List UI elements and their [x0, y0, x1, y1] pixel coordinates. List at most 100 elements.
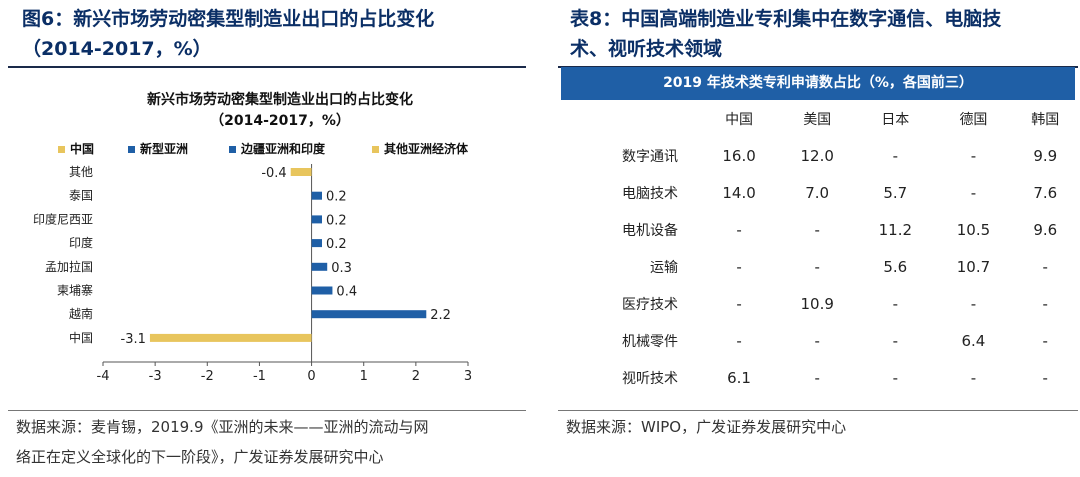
legend-label: 边疆亚洲和印度	[241, 142, 326, 156]
table-cell: -	[736, 294, 742, 313]
row-label: 机械零件	[622, 333, 678, 350]
category-label: 其他	[69, 165, 93, 179]
source-divider	[558, 410, 1078, 411]
bar	[149, 333, 312, 342]
row-label: 医疗技术	[622, 296, 678, 313]
table-cell: 9.6	[1033, 220, 1058, 239]
left-figure-panel: 图6：新兴市场劳动密集型制造业出口的占比变化 （2014-2017，%） 新兴市…	[0, 0, 532, 477]
data-label: 2.2	[430, 308, 451, 323]
table-row: 电脑技术 14.0 7.0 5.7 - 7.6	[558, 174, 1078, 211]
bar	[311, 239, 322, 248]
title-divider	[8, 66, 526, 68]
table-row: 医疗技术 - 10.9 - - -	[558, 285, 1078, 322]
bar	[311, 310, 427, 319]
row-label: 电机设备	[622, 222, 678, 239]
table-title-line1: 表8：中国高端制造业专利集中在数字通信、电脑技	[570, 8, 1002, 30]
table-cell: -	[814, 368, 820, 387]
table-cell: -	[892, 294, 899, 313]
data-label: 0.2	[326, 190, 347, 205]
category-label: 柬埔寨	[57, 283, 93, 298]
column-header: 韩国	[1031, 111, 1060, 128]
category-label: 印度	[69, 235, 93, 250]
legend-swatch	[372, 146, 379, 153]
bar	[311, 215, 322, 224]
legend-label: 新型亚洲	[140, 142, 189, 156]
table-cell: 10.5	[956, 220, 991, 239]
row-label: 运输	[650, 259, 678, 276]
table-cell: -	[1042, 331, 1048, 350]
patent-table: 中国 美国 日本 德国 韩国 数字通讯 16.0 12.0 - - 9.9 电脑技术 14.0…	[558, 100, 1078, 396]
legend-label: 中国	[70, 142, 95, 156]
data-label: 0.3	[331, 261, 352, 276]
x-tick-label: 1	[360, 369, 368, 380]
chart-legend: 中国 新型亚洲 边疆亚洲和印度 其他亚洲经济体	[0, 140, 532, 156]
legend-label: 其他亚洲经济体	[384, 142, 469, 156]
legend-item-other-asia: 其他亚洲经济体	[372, 140, 468, 157]
table-cell: 6.1	[727, 368, 751, 387]
row-label: 电脑技术	[622, 185, 678, 202]
category-label: 中国	[69, 330, 93, 345]
data-label: 0.2	[326, 237, 347, 252]
data-label: 0.4	[336, 285, 357, 300]
x-tick-label: -4	[97, 369, 110, 380]
table-cell: 6.4	[961, 331, 986, 350]
data-label: -3.1	[121, 332, 146, 347]
bar	[290, 168, 312, 176]
table-cell: -	[1042, 368, 1048, 387]
table-header-banner: 2019 年技术类专利申请数占比（%，各国前三）	[561, 67, 1075, 100]
table-cell: 14.0	[722, 183, 756, 202]
table-cell: -	[1042, 294, 1048, 313]
table-row: 电机设备 - - 11.2 10.5 9.6	[558, 211, 1078, 248]
chart-title: 新兴市场劳动密集型制造业出口的占比变化	[147, 92, 413, 108]
table-body: 数字通讯 16.0 12.0 - - 9.9 电脑技术 14.0 7.0 5.7 - 7.6 电机设备 -…	[558, 137, 1078, 396]
table-title-line2: 术、视听技术领域	[570, 38, 723, 60]
row-label: 数字通讯	[622, 148, 678, 165]
category-label: 孟加拉国	[45, 259, 93, 274]
table-cell: -	[970, 183, 977, 202]
bar	[311, 191, 322, 200]
bar-chart: -4 -3 -2 -1 0 1 2 3 其他 -0.4 泰国 0.2 印度尼西亚 0.2 印度 0.2 孟加拉国…	[33, 164, 472, 380]
legend-item-new-asia: 新型亚洲	[128, 140, 188, 157]
table-cell: 10.9	[800, 294, 834, 313]
table-row: 运输 - - 5.6 10.7 -	[558, 248, 1078, 285]
table-cell: -	[736, 257, 742, 276]
column-header: 中国	[725, 111, 754, 128]
legend-swatch	[128, 146, 135, 153]
table-cell: 5.6	[883, 257, 908, 276]
table-cell: -	[736, 331, 742, 350]
table-cell: -	[892, 331, 899, 350]
category-label: 泰国	[69, 189, 93, 203]
table-cell: 10.7	[956, 257, 991, 276]
table-cell: 5.7	[883, 183, 908, 202]
table-source: 数据来源：WIPO，广发证券发展研究中心	[566, 418, 847, 436]
source-line2: 络正在定义全球化的下一阶段》，广发证券发展研究中心	[16, 448, 384, 466]
table-cell: -	[970, 146, 977, 165]
table-cell: 12.0	[800, 146, 834, 165]
table-row: 机械零件 - - - 6.4 -	[558, 322, 1078, 359]
figure-title-line2: （2014-2017，%）	[22, 38, 212, 60]
bar	[311, 262, 328, 271]
chart-source: 数据来源：麦肯锡，2019.9《亚洲的未来——亚洲的流动与网 络正在定义全球化的…	[16, 412, 526, 472]
data-label: 0.2	[326, 213, 347, 228]
table-cell: 7.0	[805, 183, 830, 202]
table-cell: -	[970, 368, 977, 387]
x-tick-label: 0	[307, 369, 315, 380]
category-label: 越南	[69, 306, 93, 321]
legend-item-china: 中国	[58, 140, 94, 157]
right-table-panel: 表8：中国高端制造业专利集中在数字通信、电脑技 术、视听技术领域 2019 年技…	[558, 0, 1080, 477]
column-header: 日本	[881, 111, 910, 128]
table-row: 视听技术 6.1 - - - -	[558, 359, 1078, 396]
figure-title-line1: 图6：新兴市场劳动密集型制造业出口的占比变化	[22, 8, 435, 30]
x-tick-label: 2	[412, 369, 420, 380]
table-header-row: 中国 美国 日本 德国 韩国	[558, 100, 1078, 137]
table-cell: 9.9	[1033, 146, 1058, 165]
table-row: 数字通讯 16.0 12.0 - - 9.9	[558, 137, 1078, 174]
table-cell: -	[970, 294, 977, 313]
table-cell: -	[1042, 257, 1048, 276]
x-tick-label: 3	[464, 369, 472, 380]
column-header: 德国	[959, 111, 988, 128]
table-cell: 7.6	[1033, 183, 1058, 202]
x-tick-label: -1	[253, 369, 266, 380]
table-cell: -	[814, 220, 820, 239]
table-cell: 11.2	[878, 220, 913, 239]
